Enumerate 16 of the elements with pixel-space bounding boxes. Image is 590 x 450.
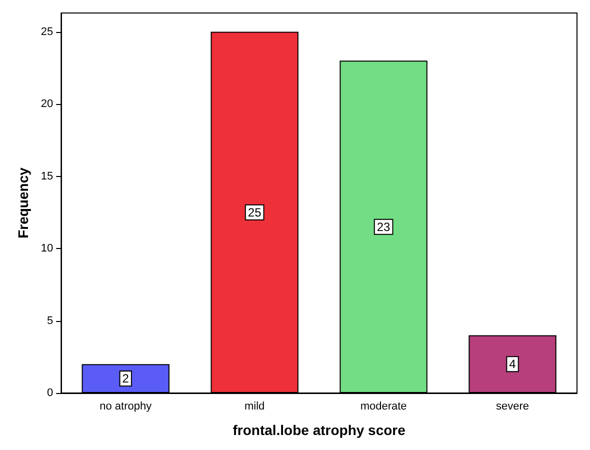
y-tick-label: 25 xyxy=(40,26,54,38)
x-tick-label: mild xyxy=(244,400,265,412)
y-tick-label: 5 xyxy=(47,314,54,327)
y-tick-label: 0 xyxy=(47,387,54,399)
x-tick-label: moderate xyxy=(360,400,407,412)
y-tick-label: 20 xyxy=(40,98,54,110)
data-label: 2 xyxy=(122,372,130,386)
y-tick-label: 15 xyxy=(40,170,54,182)
y-tick-label: 10 xyxy=(40,242,54,255)
x-tick-label: severe xyxy=(496,400,530,412)
data-label: 4 xyxy=(509,357,516,372)
data-label: 23 xyxy=(376,220,391,234)
x-tick-label: no atrophy xyxy=(100,400,152,412)
x-axis-title: frontal.lobe atrophy score xyxy=(232,422,406,438)
y-axis-title: Frequency xyxy=(15,167,31,238)
data-label: 25 xyxy=(248,205,262,220)
